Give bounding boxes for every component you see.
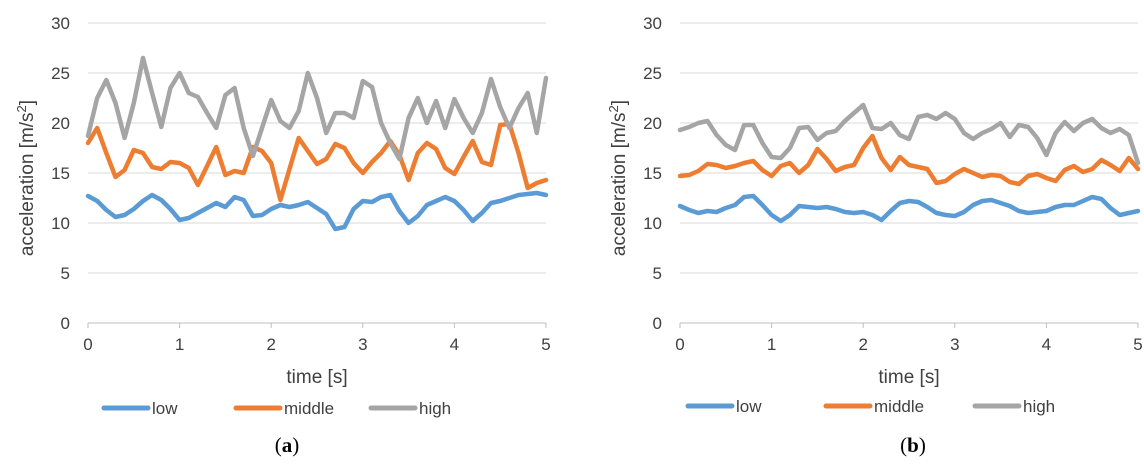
x-tick-label: 3 (950, 335, 959, 354)
y-tick-label: 20 (51, 114, 70, 133)
x-tick-label: 2 (266, 335, 275, 354)
y-tick-label: 30 (51, 14, 70, 33)
x-tick-label: 5 (541, 335, 550, 354)
x-tick-label: 3 (358, 335, 367, 354)
y-tick-label: 15 (643, 164, 662, 183)
x-tick-label: 5 (1133, 335, 1142, 354)
y-axis-title-end: ] (17, 100, 38, 105)
x-tick-label: 4 (450, 335, 459, 354)
y-tick-label: 0 (61, 314, 70, 333)
caption-close: ) (292, 433, 299, 457)
x-tick-label: 1 (767, 335, 776, 354)
series-line-low (677, 193, 1141, 224)
caption-letter: a (282, 433, 293, 457)
y-axis-title-superscript: 2 (606, 105, 621, 112)
panel-caption: (b) (900, 433, 926, 457)
y-tick-label: 20 (643, 114, 662, 133)
y-tick-label: 25 (643, 64, 662, 83)
series-line-middle (85, 121, 549, 203)
x-axis-title: time [s] (878, 367, 939, 388)
series-line-middle (677, 133, 1141, 187)
series-line-high (677, 102, 1141, 166)
series-line-high (85, 55, 549, 162)
legend-label-middle: middle (874, 397, 924, 416)
legend-label-middle: middle (284, 399, 334, 418)
y-axis-title-superscript: 2 (14, 105, 29, 112)
panel-caption: (a) (275, 433, 300, 457)
caption-close: ) (919, 433, 926, 457)
x-tick-label: 2 (858, 335, 867, 354)
y-axis-title: acceleration [m/s2] (14, 100, 38, 256)
legend-label-high: high (1023, 397, 1055, 416)
y-tick-label: 10 (643, 214, 662, 233)
x-tick-label: 1 (175, 335, 184, 354)
y-axis-title-main: acceleration [m/s (609, 112, 630, 256)
x-axis-title: time [s] (286, 367, 347, 388)
y-tick-label: 15 (51, 164, 70, 183)
legend-label-low: low (736, 397, 762, 416)
y-tick-label: 10 (51, 214, 70, 233)
y-tick-label: 25 (51, 64, 70, 83)
x-tick-label: 0 (83, 335, 92, 354)
y-tick-label: 0 (653, 314, 662, 333)
series-line-low (85, 190, 549, 232)
y-axis-title-main: acceleration [m/s (17, 112, 38, 256)
legend-label-high: high (419, 399, 451, 418)
x-tick-label: 4 (1042, 335, 1051, 354)
legend-label-low: low (152, 399, 178, 418)
x-tick-label: 0 (675, 335, 684, 354)
caption-open: ( (900, 433, 907, 457)
y-axis-title-end: ] (609, 100, 630, 105)
caption-open: ( (275, 433, 282, 457)
y-axis-title: acceleration [m/s2] (606, 100, 630, 256)
y-tick-label: 5 (61, 264, 70, 283)
y-tick-label: 5 (653, 264, 662, 283)
caption-letter: b (907, 433, 919, 457)
y-tick-label: 30 (643, 14, 662, 33)
